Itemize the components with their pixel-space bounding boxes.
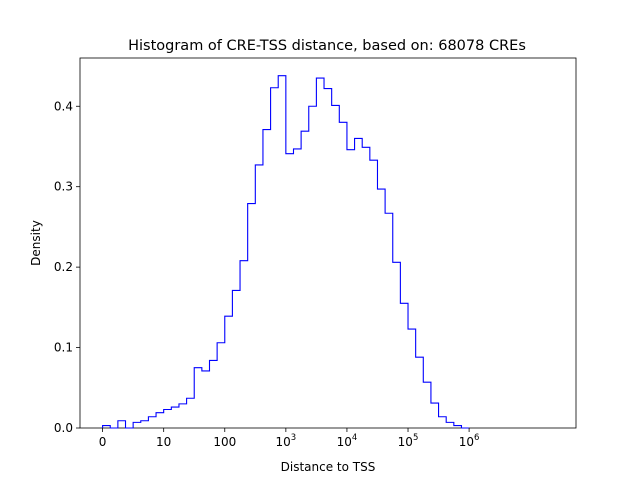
x-tick-base: 10 [276, 435, 291, 449]
x-tick-label: 105 [398, 433, 419, 449]
x-tick-label: 10 [156, 435, 171, 449]
x-tick-label: 104 [337, 433, 358, 449]
y-axis-ticks: 0.0 0.1 0.2 0.3 0.4 [54, 99, 80, 435]
x-tick-exponent: 3 [291, 433, 296, 443]
x-tick-base: 10 [337, 435, 352, 449]
x-tick-label: 103 [276, 433, 297, 449]
y-tick-label: 0.1 [54, 341, 73, 355]
y-tick-label: 0.0 [54, 421, 73, 435]
plot-frame [79, 57, 577, 429]
y-tick-label: 0.2 [54, 260, 73, 274]
x-axis-ticks: 0 10 100 103 104 105 106 [99, 428, 480, 449]
x-tick-label: 0 [99, 435, 107, 449]
x-tick-exponent: 4 [352, 433, 357, 443]
x-tick-base: 10 [459, 435, 474, 449]
plot-area [79, 57, 577, 429]
x-tick-base: 10 [156, 435, 171, 449]
chart-title: Histogram of CRE-TSS distance, based on:… [128, 38, 526, 54]
x-tick-label: 100 [213, 435, 236, 449]
y-tick-label: 0.3 [54, 180, 73, 194]
x-tick-base: 10 [398, 435, 413, 449]
x-tick-exponent: 5 [413, 433, 418, 443]
x-tick-base: 100 [213, 435, 236, 449]
x-axis-label: Distance to TSS [281, 460, 376, 474]
x-tick-base: 0 [99, 435, 107, 449]
x-tick-label: 106 [459, 433, 480, 449]
y-tick-label: 0.4 [54, 99, 73, 113]
histogram-series [102, 75, 470, 429]
x-tick-exponent: 6 [474, 433, 479, 443]
y-axis-label: Density [29, 220, 43, 266]
